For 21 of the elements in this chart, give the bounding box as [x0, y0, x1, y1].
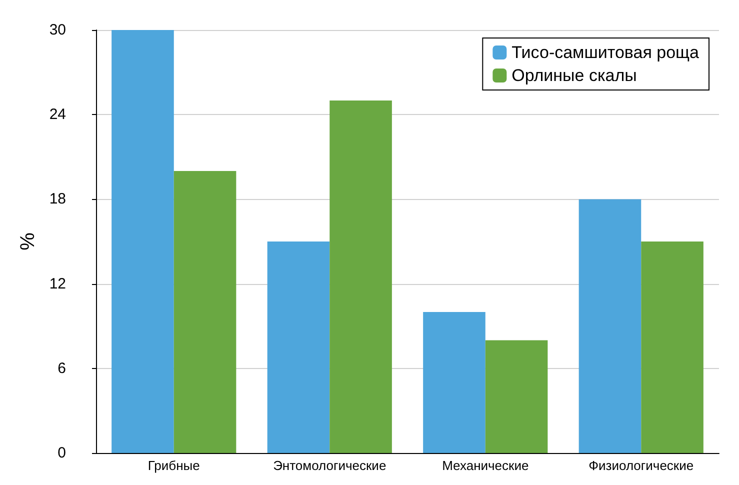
- bar: [641, 242, 704, 453]
- legend-label: Орлиные скалы: [512, 66, 637, 85]
- bar: [267, 242, 330, 453]
- x-tick-label: Энтомологические: [273, 458, 386, 473]
- y-tick-label: 24: [49, 106, 66, 124]
- y-tick-label: 6: [58, 360, 66, 377]
- x-tick-label: Механические: [442, 458, 529, 473]
- bar: [330, 100, 392, 453]
- bar: [578, 199, 642, 453]
- y-tick-label: 0: [58, 444, 66, 462]
- bar: [174, 171, 236, 453]
- y-tick-label: 12: [49, 275, 66, 292]
- x-tick-label: Грибные: [148, 458, 200, 473]
- x-tick-label: Физиологические: [588, 458, 694, 473]
- bar: [112, 30, 174, 453]
- legend-label: Тисо-самшитовая роща: [512, 43, 700, 62]
- y-tick-label: 30: [49, 22, 66, 38]
- bar: [485, 340, 548, 453]
- y-axis-title: %: [17, 232, 39, 250]
- y-tick-label: 18: [49, 190, 66, 208]
- bar: [423, 312, 486, 453]
